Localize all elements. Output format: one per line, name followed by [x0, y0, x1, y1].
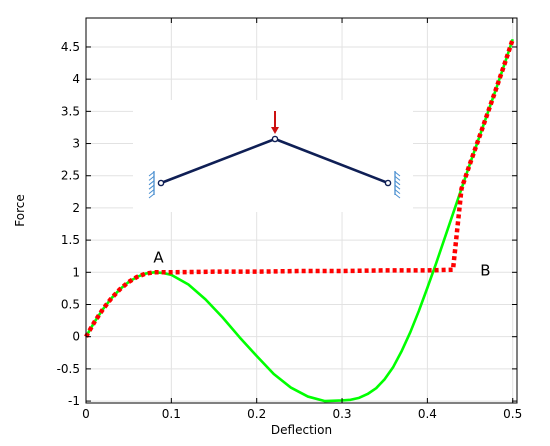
left-support-hatch — [148, 171, 155, 177]
left-support-hatch — [148, 193, 155, 199]
annotation-b: B — [480, 261, 490, 279]
right-support-hatch — [394, 171, 401, 177]
y-tick-label: 1 — [72, 265, 80, 279]
x-axis: 0 0.1 0.2 0.3 0.4 0.5 — [82, 18, 522, 421]
y-axis-label: Force — [13, 194, 27, 226]
right-support-hatch — [394, 176, 401, 181]
x-tick-label: 0.5 — [503, 407, 522, 421]
plot-frame — [85, 17, 518, 404]
right-support-hatch — [394, 193, 401, 199]
annotation-a: A — [153, 248, 164, 266]
left-support-hatch — [148, 184, 155, 190]
annotations: AB — [153, 248, 490, 279]
x-tick-label: 0.3 — [332, 407, 351, 421]
right-support-hatch — [394, 189, 401, 194]
x-tick-label: 0.2 — [247, 407, 266, 421]
load-arrow-head — [271, 127, 279, 134]
y-axis: -1 -0.5 0 0.5 1 1.5 2 2.5 3 3.5 4 4.5 — [57, 40, 517, 408]
left-support-hatch — [148, 176, 155, 181]
series-line-2 — [84, 38, 515, 338]
left-support-hatch — [148, 189, 155, 194]
apex-hinge — [271, 135, 279, 143]
y-tick-label: -0.5 — [57, 362, 80, 376]
x-tick-label: 0 — [82, 407, 90, 421]
y-tick-label: 4 — [72, 72, 80, 86]
y-tick-label: 3.5 — [61, 104, 80, 118]
y-tick-label: 3 — [72, 137, 80, 151]
y-tick-label: 4.5 — [61, 40, 80, 54]
y-tick-label: 2 — [72, 201, 80, 215]
x-axis-label: Deflection — [271, 423, 332, 437]
right-hinge — [384, 179, 392, 187]
y-tick-label: 1.5 — [61, 233, 80, 247]
y-tick-label: -1 — [68, 394, 80, 408]
x-tick-label: 0.4 — [418, 407, 437, 421]
left-support-hatch — [148, 180, 155, 186]
y-tick-label: 2.5 — [61, 169, 80, 183]
y-tick-label: 0.5 — [61, 297, 80, 311]
y-tick-label: 0 — [72, 330, 80, 344]
right-support-hatch — [394, 184, 401, 190]
right-support-hatch — [394, 180, 401, 186]
x-tick-label: 0.1 — [162, 407, 181, 421]
truss-inset — [133, 100, 413, 212]
inset-background — [133, 100, 413, 212]
left-hinge — [157, 179, 165, 187]
